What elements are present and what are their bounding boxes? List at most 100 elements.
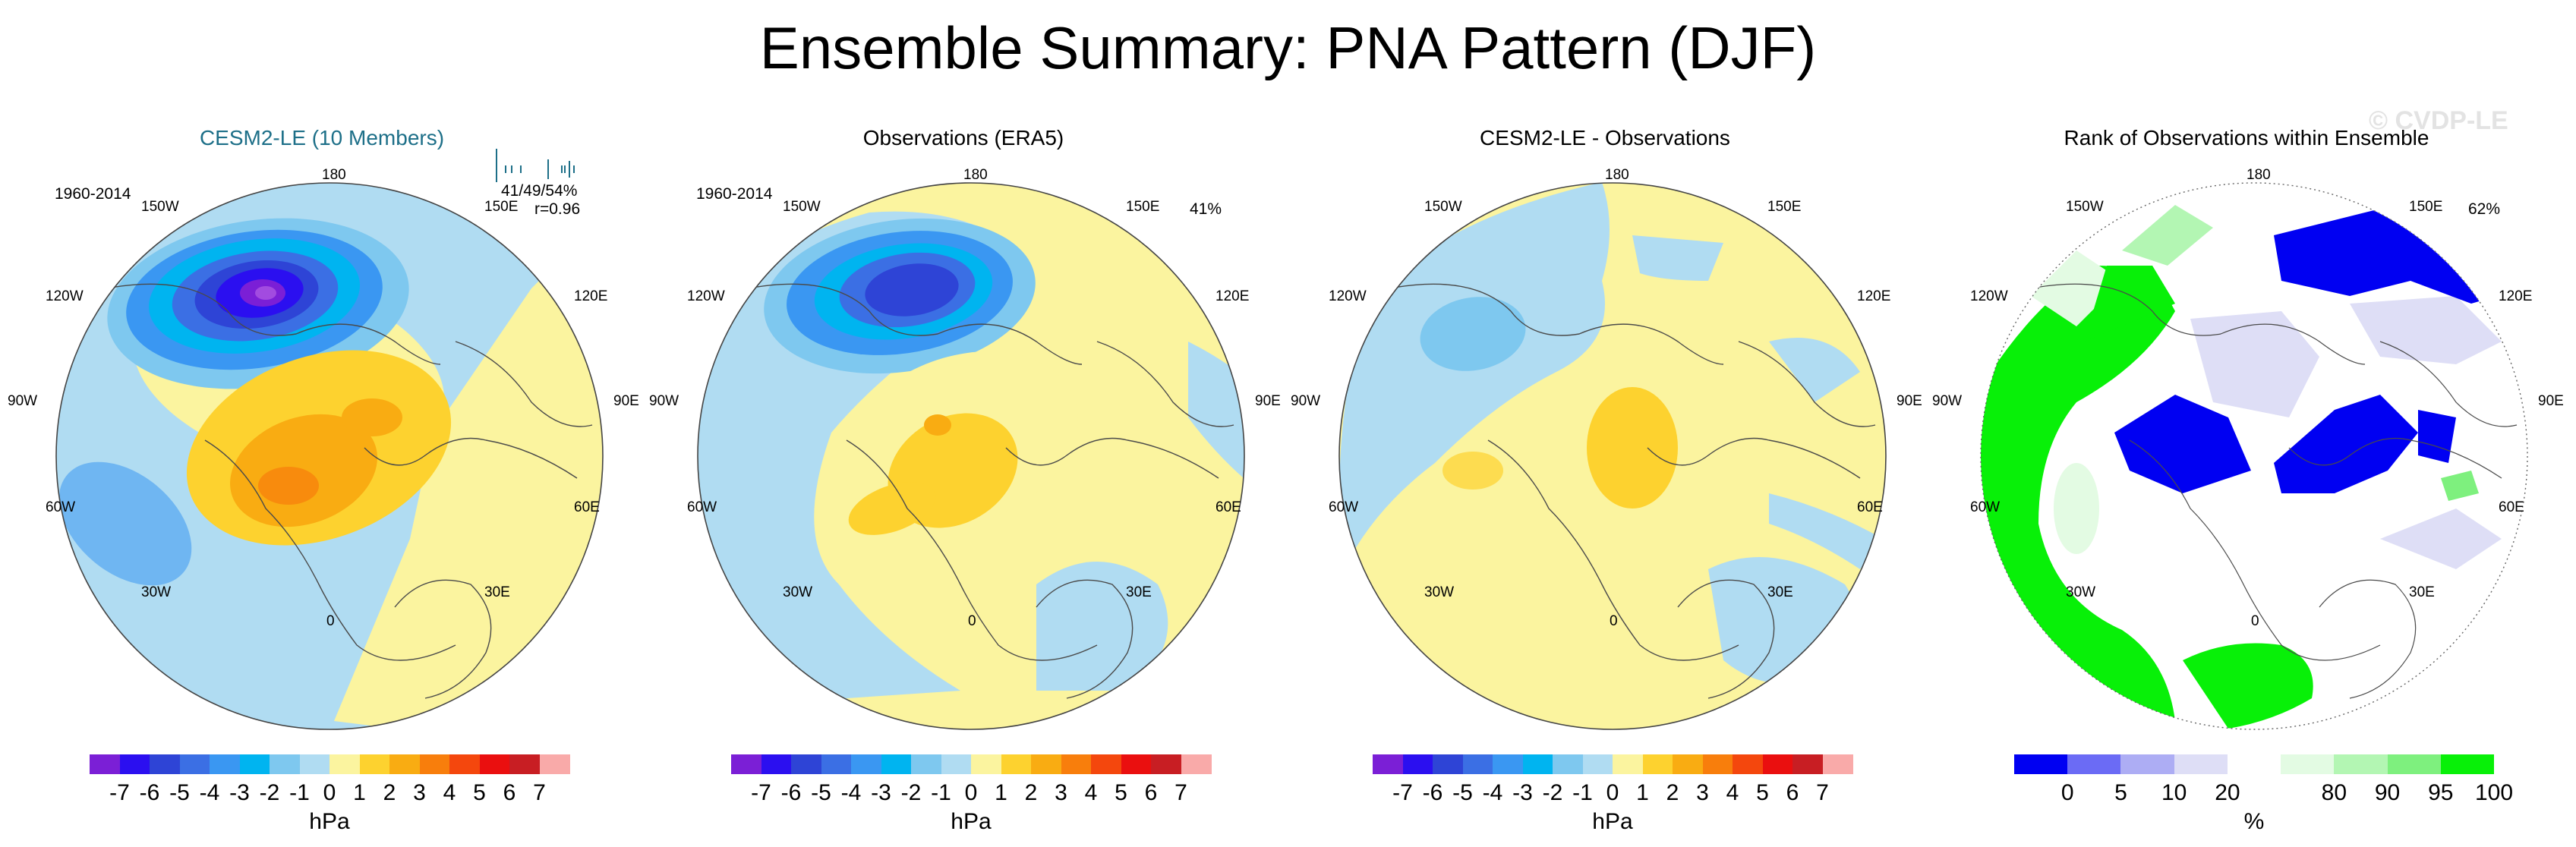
colorbar-swatch: [1822, 754, 1853, 774]
colorbar-swatch: [1642, 754, 1673, 774]
colorbar-swatch: [419, 754, 450, 774]
colorbar-tick-label: -7: [1392, 780, 1413, 805]
colorbar-swatch: [270, 754, 300, 774]
colorbar-tick-label: 90: [2374, 780, 2401, 805]
longitude-label: 150E: [2409, 199, 2443, 215]
colorbar-swatch: [1121, 754, 1152, 774]
colorbar-swatch: [911, 754, 941, 774]
colorbar-swatch: [539, 754, 570, 774]
longitude-label: 30W: [141, 584, 172, 600]
colorbar-tick-label: -1: [931, 780, 951, 805]
colorbar-tick-label: 0: [323, 780, 336, 805]
stat-variance-explained: 41%: [1190, 200, 1222, 218]
colorbar-swatch: [2120, 754, 2175, 774]
longitude-label: 90E: [2538, 393, 2564, 409]
colorbar-swatch: [1433, 754, 1463, 774]
period-label: 1960-2014: [55, 185, 131, 203]
colorbar-swatch: [941, 754, 972, 774]
colorbar-swatch: [329, 754, 360, 774]
longitude-label: 150W: [783, 199, 821, 215]
longitude-label: 90W: [649, 393, 679, 409]
negative-anomaly: [58, 461, 192, 586]
longitude-label: 150E: [484, 199, 519, 215]
longitude-label: 0: [326, 613, 335, 629]
colorbar-swatch: [1061, 754, 1092, 774]
polar-map-icon: [1980, 182, 2528, 730]
longitude-label: 0: [968, 613, 976, 629]
colorbar-swatch: [1733, 754, 1763, 774]
longitude-label: 120W: [46, 288, 84, 304]
colorbar-swatch: [1553, 754, 1583, 774]
longitude-label: 90E: [1897, 393, 1922, 409]
colorbar-swatch: [2227, 754, 2281, 774]
longitude-label: 60E: [1215, 499, 1241, 515]
colorbar-tick-label: 80: [2321, 780, 2347, 805]
colorbar-tick-label: 1: [353, 780, 366, 805]
colorbar-tick-label: 6: [1786, 780, 1799, 805]
longitude-label: 150W: [141, 199, 179, 215]
colorbar-tick-label: -2: [900, 780, 922, 805]
figure-title: Ensemble Summary: PNA Pattern (DJF): [759, 14, 1817, 81]
colorbar-tick-label: 5: [2114, 780, 2127, 805]
longitude-label: 150W: [1424, 199, 1462, 215]
longitude-label: 150E: [1126, 199, 1160, 215]
colorbar-tick-label: 7: [1174, 780, 1187, 805]
colorbar-swatch: [1582, 754, 1613, 774]
colorbar-unit: hPa: [951, 809, 992, 834]
colorbar-swatch: [2281, 754, 2335, 774]
colorbar-swatch: [1373, 754, 1403, 774]
colorbar-swatch: [1151, 754, 1181, 774]
colorbar-swatch: [2334, 754, 2388, 774]
colorbar-tick-label: -7: [109, 780, 130, 805]
colorbar-tick-label: -1: [289, 780, 310, 805]
longitude-label: 120W: [687, 288, 725, 304]
colorbar-unit: hPa: [309, 809, 350, 834]
colorbar-swatch: [761, 754, 792, 774]
colorbar-tick-label: 5: [1756, 780, 1769, 805]
longitude-label: 120E: [1215, 288, 1250, 304]
colorbar-swatch: [239, 754, 270, 774]
colorbar-tick-label: -6: [780, 780, 802, 805]
colorbar-tick-label: 95: [2428, 780, 2454, 805]
longitude-label: 180: [1605, 167, 1629, 183]
colorbar-swatch: [150, 754, 180, 774]
colorbar-tick-label: 20: [2215, 780, 2240, 805]
colorbar-swatch: [1181, 754, 1212, 774]
colorbar-tick-label: -3: [1512, 780, 1533, 805]
colorbar-swatch: [1702, 754, 1733, 774]
longitude-label: 90E: [1255, 393, 1281, 409]
colorbar-swatch: [791, 754, 821, 774]
colorbar-tick-label: 5: [1115, 780, 1127, 805]
colorbar-swatch: [2014, 754, 2068, 774]
longitude-label: 180: [963, 167, 988, 183]
longitude-label: 180: [2247, 167, 2271, 183]
colorbar-tick-label: 4: [443, 780, 456, 805]
colorbar-hpa: -7 -6 -5 -4 -3 -2 -1 0 1 2 3 4 5 6 7 hPa: [731, 754, 1212, 839]
colorbar-unit: hPa: [1592, 809, 1633, 834]
colorbar-swatch: [1673, 754, 1703, 774]
period-label: 1960-2014: [696, 185, 773, 203]
stat-pattern-correlation: 41/49/54%: [501, 182, 578, 200]
longitude-label: 150W: [2066, 199, 2104, 215]
colorbar-tick-label: 1: [1636, 780, 1649, 805]
colorbar-tick-label: -4: [840, 780, 862, 805]
longitude-label: 120E: [2499, 288, 2533, 304]
colorbar-swatch: [1613, 754, 1643, 774]
colorbar-swatch: [1402, 754, 1433, 774]
colorbar-swatch: [1091, 754, 1121, 774]
colorbar-swatch: [90, 754, 120, 774]
colorbar-swatch: [881, 754, 912, 774]
colorbar-tick-label: 100: [2474, 780, 2514, 805]
longitude-label: 30W: [783, 584, 813, 600]
colorbar-tick-label: -7: [751, 780, 771, 805]
longitude-label: 60W: [46, 499, 76, 515]
colorbar-swatch: [389, 754, 420, 774]
colorbar-tick-label: -2: [259, 780, 280, 805]
colorbar-swatch: [851, 754, 881, 774]
colorbar-hpa: -7 -6 -5 -4 -3 -2 -1 0 1 2 3 4 5 6 7 hPa: [1373, 754, 1853, 839]
colorbar-tick-label: -5: [169, 780, 190, 805]
longitude-label: 90E: [613, 393, 639, 409]
longitude-label: 120E: [1857, 288, 1891, 304]
longitude-label: 120W: [1970, 288, 2008, 304]
colorbar-swatch: [1792, 754, 1823, 774]
